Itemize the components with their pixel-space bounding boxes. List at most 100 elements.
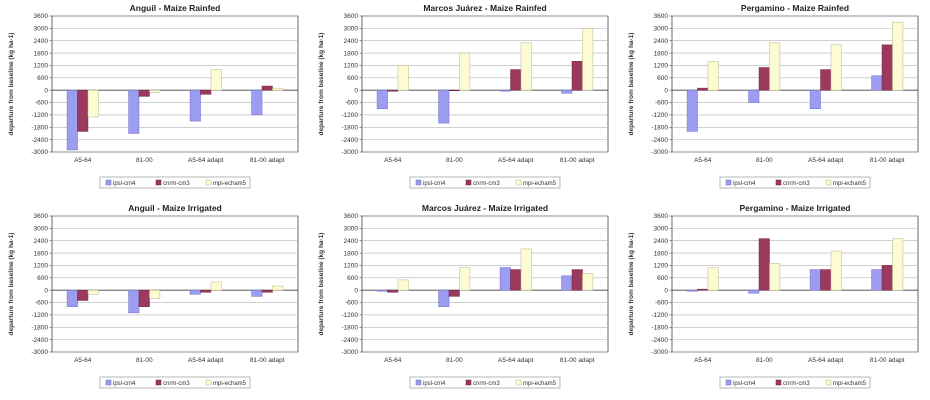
bar-ipsl-cm4 <box>438 89 450 124</box>
x-tick-label: 81-00 adapt <box>250 357 285 364</box>
y-tick-label: 2400 <box>654 38 669 45</box>
y-tick-label: -2400 <box>31 337 48 344</box>
y-tick-label: 0 <box>44 287 48 294</box>
y-tick-label: 3000 <box>34 26 49 33</box>
bar-cnrm-cm3 <box>200 89 212 95</box>
chart-title: Pergamino - Maize Rainfed <box>741 3 849 13</box>
legend-swatch-ipsl-cm4 <box>105 379 112 386</box>
y-tick-label: 1800 <box>34 250 49 257</box>
y-tick-label: 3000 <box>344 226 359 233</box>
bar-cnrm-cm3 <box>881 44 893 91</box>
bar-mpi-echam5 <box>830 44 842 91</box>
bar-ipsl-cm4 <box>438 289 450 307</box>
bar-mpi-echam5 <box>397 279 409 291</box>
y-tick-label: -2400 <box>651 137 668 144</box>
x-tick-label: 81-00 <box>756 357 773 364</box>
bar-cnrm-cm3 <box>387 289 399 293</box>
y-tick-label: 1800 <box>344 50 359 57</box>
bar-mpi-echam5 <box>520 42 532 91</box>
y-tick-label: 600 <box>657 275 668 282</box>
y-tick-label: -1800 <box>31 324 48 331</box>
y-tick-label: 600 <box>347 75 358 82</box>
bar-mpi-echam5 <box>892 238 904 291</box>
y-tick-label: -3000 <box>341 149 358 156</box>
y-tick-label: 2400 <box>34 38 49 45</box>
legend-label: ipsl-cm4 <box>113 381 136 387</box>
y-tick-label: 0 <box>664 287 668 294</box>
y-tick-label: 1800 <box>654 250 669 257</box>
legend-swatch-cnrm-cm3 <box>465 379 472 386</box>
chart-svg: Pergamino - Maize Rainfed -3000 -2400 -1800… <box>628 3 919 189</box>
x-tick-label: A5-64 adapt <box>188 157 224 164</box>
bar-cnrm-cm3 <box>820 69 832 91</box>
chart-title: Anguil - Maize Irrigated <box>128 203 222 213</box>
y-tick-label: 2400 <box>654 238 669 245</box>
y-tick-label: 1800 <box>654 50 669 57</box>
bar-mpi-echam5 <box>830 250 842 291</box>
legend-label: mpi-echam5 <box>833 381 867 387</box>
legend-box <box>719 376 871 389</box>
x-tick-label: 81-00 <box>136 157 153 164</box>
legend-swatch-mpi-echam5 <box>825 179 832 186</box>
x-tick-label: A5-64 <box>694 157 712 164</box>
y-tick-label: -1800 <box>31 124 48 131</box>
legend-swatch-ipsl-cm4 <box>725 379 732 386</box>
legend-swatch-ipsl-cm4 <box>415 379 422 386</box>
chart-panel-pergamino-rainfed: Pergamino - Maize Rainfed -3000 -2400 -1800… <box>620 0 930 200</box>
chart-panel-marcos-juarez-rainfed: Marcos Juárez - Maize Rainfed -3000 -2400 -… <box>310 0 620 200</box>
legend-label: mpi-echam5 <box>833 181 867 187</box>
y-tick-label: -600 <box>345 300 358 307</box>
y-tick-label: -1200 <box>341 112 358 119</box>
legend-label: cnrm-cm3 <box>163 181 190 187</box>
legend-label: mpi-echam5 <box>523 181 557 187</box>
y-tick-label: 1200 <box>34 63 49 70</box>
legend-box <box>409 176 561 189</box>
bar-mpi-echam5 <box>520 248 532 291</box>
bar-mpi-echam5 <box>707 267 719 291</box>
bar-mpi-echam5 <box>459 267 471 291</box>
bar-mpi-echam5 <box>707 61 719 91</box>
y-tick-label: 3600 <box>654 13 669 20</box>
chart-panel-anguil-irrigated: Anguil - Maize Irrigated -3000 -2400 -1800 -… <box>0 200 310 400</box>
bar-mpi-echam5 <box>149 89 161 93</box>
legend-box <box>409 376 561 389</box>
legend-label: mpi-echam5 <box>213 381 247 387</box>
chart-svg: Marcos Juárez - Maize Irrigated -3000 -240… <box>318 203 609 389</box>
bar-mpi-echam5 <box>87 89 99 118</box>
bar-mpi-echam5 <box>210 281 222 291</box>
bar-cnrm-cm3 <box>448 89 460 92</box>
bar-ipsl-cm4 <box>189 89 201 122</box>
y-tick-label: -1200 <box>31 312 48 319</box>
bar-ipsl-cm4 <box>748 89 760 103</box>
legend-box <box>99 176 251 189</box>
y-axis-label: departure from baseline (kg ha-1) <box>628 33 635 136</box>
x-tick-label: 81-00 <box>136 357 153 364</box>
bar-cnrm-cm3 <box>510 69 522 91</box>
y-tick-label: -600 <box>35 300 48 307</box>
y-tick-label: 2400 <box>34 238 49 245</box>
bar-ipsl-cm4 <box>251 289 263 297</box>
plot-area <box>51 15 299 153</box>
y-tick-label: 3000 <box>654 26 669 33</box>
bar-ipsl-cm4 <box>561 89 573 94</box>
bar-cnrm-cm3 <box>77 289 89 301</box>
legend-swatch-ipsl-cm4 <box>415 179 422 186</box>
y-tick-label: -1200 <box>651 112 668 119</box>
y-tick-label: 1200 <box>344 63 359 70</box>
bar-cnrm-cm3 <box>448 289 460 297</box>
y-tick-label: 1200 <box>34 263 49 270</box>
legend-label: cnrm-cm3 <box>163 381 190 387</box>
chart-panel-marcos-juarez-irrigated: Marcos Juárez - Maize Irrigated -3000 -240… <box>310 200 620 400</box>
x-tick-label: A5-64 adapt <box>188 357 224 364</box>
bar-cnrm-cm3 <box>571 61 583 91</box>
bar-cnrm-cm3 <box>138 289 150 307</box>
y-tick-label: -2400 <box>341 337 358 344</box>
bar-ipsl-cm4 <box>128 289 140 314</box>
bar-mpi-echam5 <box>769 263 781 291</box>
x-tick-label: 81-00 <box>446 157 463 164</box>
y-tick-label: 1200 <box>654 263 669 270</box>
y-tick-label: -1800 <box>651 324 668 331</box>
x-tick-label: 81-00 adapt <box>560 157 595 164</box>
legend-label: mpi-echam5 <box>523 381 557 387</box>
bar-ipsl-cm4 <box>376 289 388 292</box>
